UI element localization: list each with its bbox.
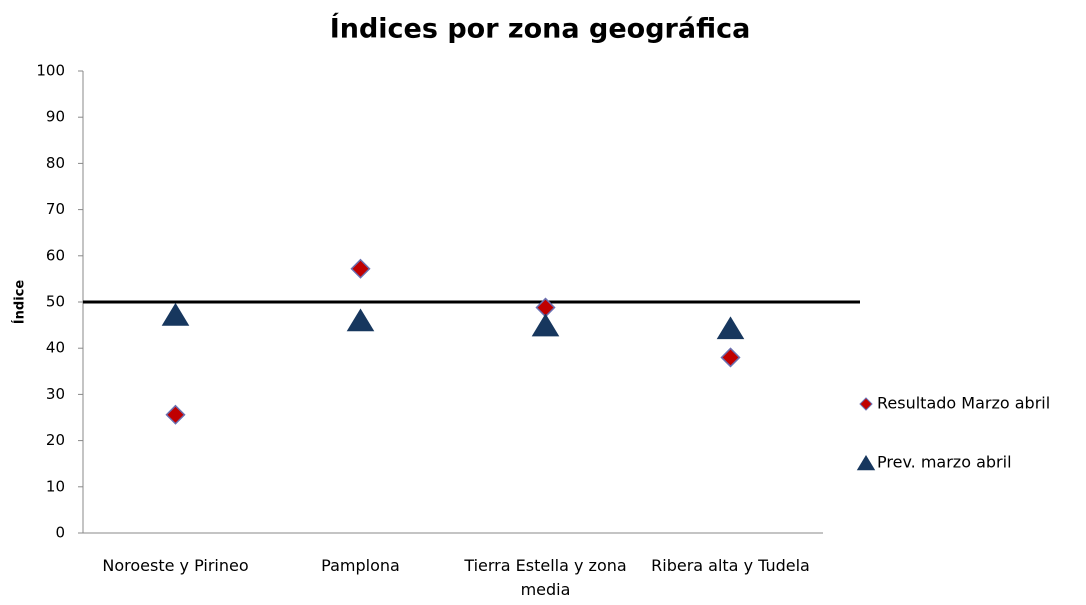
marker — [531, 313, 560, 337]
y-tick-label: 60 — [46, 246, 65, 264]
legend-label: Resultado Marzo abril — [877, 394, 1050, 413]
legend-marker — [859, 397, 873, 411]
marker — [720, 347, 741, 368]
marker — [161, 302, 190, 326]
y-tick-label: 90 — [46, 108, 65, 126]
marker — [165, 404, 186, 425]
y-tick-label: 70 — [46, 200, 65, 218]
y-tick-label: 10 — [46, 477, 65, 495]
x-tick-label: Ribera alta y Tudela — [651, 556, 810, 575]
x-tick-label: Tierra Estella y zona media — [464, 556, 627, 599]
y-tick-label: 0 — [55, 524, 65, 542]
y-tick-label: 80 — [46, 154, 65, 172]
y-tick-label: 100 — [36, 62, 65, 80]
y-tick-label: 40 — [46, 339, 65, 357]
legend-marker — [856, 455, 876, 471]
legend-label: Prev. marzo abril — [877, 453, 1012, 472]
marker — [716, 316, 745, 340]
marker — [346, 308, 375, 332]
y-axis-label: Índice — [12, 280, 28, 325]
x-tick-label: Noroeste y Pirineo — [102, 556, 249, 575]
y-tick-label: 20 — [46, 431, 65, 449]
y-tick-label: 50 — [46, 293, 65, 311]
x-tick-label: Pamplona — [321, 556, 400, 575]
marker — [350, 258, 371, 279]
y-tick-label: 30 — [46, 385, 65, 403]
chart-title: Índices por zona geográfica — [330, 13, 751, 45]
